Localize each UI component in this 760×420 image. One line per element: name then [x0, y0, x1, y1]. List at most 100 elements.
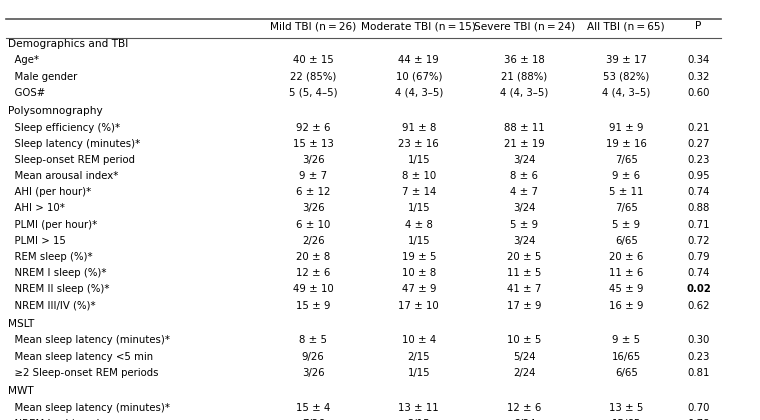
Text: 2/24: 2/24 [513, 368, 536, 378]
Text: 9 ± 6: 9 ± 6 [612, 171, 641, 181]
Text: 0.79: 0.79 [687, 252, 710, 262]
Text: 3/26: 3/26 [302, 155, 325, 165]
Text: 1/15: 1/15 [407, 236, 430, 246]
Text: Sleep latency (minutes)*: Sleep latency (minutes)* [8, 139, 140, 149]
Text: 40 ± 15: 40 ± 15 [293, 55, 334, 66]
Text: 15/65: 15/65 [612, 419, 641, 420]
Text: 17 ± 9: 17 ± 9 [507, 300, 542, 310]
Text: Mean sleep latency (minutes)*: Mean sleep latency (minutes)* [8, 335, 169, 345]
Text: 0.30: 0.30 [687, 335, 710, 345]
Text: 6/65: 6/65 [615, 236, 638, 246]
Text: 0.21: 0.21 [687, 123, 710, 133]
Text: 9 ± 7: 9 ± 7 [299, 171, 328, 181]
Text: Demographics and TBI: Demographics and TBI [8, 39, 128, 49]
Text: 10 (67%): 10 (67%) [395, 71, 442, 81]
Text: 1/15: 1/15 [407, 203, 430, 213]
Text: 23 ± 16: 23 ± 16 [398, 139, 439, 149]
Text: 0.27: 0.27 [687, 139, 710, 149]
Text: 91 ± 9: 91 ± 9 [609, 123, 644, 133]
Text: NREM I sleep (%)*: NREM I sleep (%)* [8, 268, 106, 278]
Text: 15 ± 13: 15 ± 13 [293, 139, 334, 149]
Text: 5 ± 9: 5 ± 9 [510, 220, 539, 230]
Text: 39 ± 17: 39 ± 17 [606, 55, 647, 66]
Text: 0.72: 0.72 [687, 236, 710, 246]
Text: All TBI (n = 65): All TBI (n = 65) [587, 21, 665, 32]
Text: 8 ± 10: 8 ± 10 [401, 171, 436, 181]
Text: 0.23: 0.23 [687, 155, 710, 165]
Text: 0.74: 0.74 [687, 268, 710, 278]
Text: 17 ± 10: 17 ± 10 [398, 300, 439, 310]
Text: 10 ± 4: 10 ± 4 [401, 335, 436, 345]
Text: 16/65: 16/65 [612, 352, 641, 362]
Text: MWT: MWT [8, 386, 33, 396]
Text: 7/26: 7/26 [302, 419, 325, 420]
Text: 11 ± 5: 11 ± 5 [507, 268, 542, 278]
Text: 5 ± 11: 5 ± 11 [609, 187, 644, 197]
Text: 5 (5, 4–5): 5 (5, 4–5) [289, 88, 337, 98]
Text: Mean arousal index*: Mean arousal index* [8, 171, 118, 181]
Text: 0.74: 0.74 [687, 187, 710, 197]
Text: 9/26: 9/26 [302, 352, 325, 362]
Text: 4 ± 7: 4 ± 7 [511, 187, 538, 197]
Text: 20 ± 8: 20 ± 8 [296, 252, 331, 262]
Text: 1/15: 1/15 [407, 368, 430, 378]
Text: 3/26: 3/26 [302, 203, 325, 213]
Text: 45 ± 9: 45 ± 9 [609, 284, 644, 294]
Text: 41 ± 7: 41 ± 7 [507, 284, 542, 294]
Text: 20 ± 5: 20 ± 5 [507, 252, 542, 262]
Text: 7 ± 14: 7 ± 14 [401, 187, 436, 197]
Text: 0.02: 0.02 [686, 284, 711, 294]
Text: 3/26: 3/26 [302, 368, 325, 378]
Text: ≥2 Sleep-onset REM periods: ≥2 Sleep-onset REM periods [8, 368, 158, 378]
Text: Male gender: Male gender [8, 71, 77, 81]
Text: MSLT: MSLT [8, 319, 34, 329]
Text: PLMI > 15: PLMI > 15 [8, 236, 65, 246]
Text: Sleep efficiency (%)*: Sleep efficiency (%)* [8, 123, 120, 133]
Text: NREM III/IV (%)*: NREM III/IV (%)* [8, 300, 95, 310]
Text: 15 ± 4: 15 ± 4 [296, 402, 331, 412]
Text: 3/24: 3/24 [513, 155, 536, 165]
Text: 15 ± 9: 15 ± 9 [296, 300, 331, 310]
Text: AHI (per hour)*: AHI (per hour)* [8, 187, 91, 197]
Text: 6 ± 10: 6 ± 10 [296, 220, 331, 230]
Text: Severe TBI (n = 24): Severe TBI (n = 24) [473, 21, 575, 32]
Text: 3/24: 3/24 [513, 236, 536, 246]
Text: AHI > 10*: AHI > 10* [8, 203, 65, 213]
Text: 12 ± 6: 12 ± 6 [296, 268, 331, 278]
Text: 1/15: 1/15 [407, 155, 430, 165]
Text: REM sleep (%)*: REM sleep (%)* [8, 252, 92, 262]
Text: 5 ± 9: 5 ± 9 [612, 220, 641, 230]
Text: 4 (4, 3–5): 4 (4, 3–5) [500, 88, 549, 98]
Text: 12 ± 6: 12 ± 6 [507, 402, 542, 412]
Text: 4 (4, 3–5): 4 (4, 3–5) [602, 88, 651, 98]
Text: 6 ± 12: 6 ± 12 [296, 187, 331, 197]
Text: 10 ± 8: 10 ± 8 [401, 268, 436, 278]
Text: 0.34: 0.34 [687, 55, 710, 66]
Text: 0.62: 0.62 [687, 300, 710, 310]
Text: 6/24: 6/24 [513, 419, 536, 420]
Text: 0.71: 0.71 [687, 220, 710, 230]
Text: 0.88: 0.88 [687, 203, 710, 213]
Text: 21 (88%): 21 (88%) [502, 71, 547, 81]
Text: 11 ± 6: 11 ± 6 [609, 268, 644, 278]
Text: 53 (82%): 53 (82%) [603, 71, 650, 81]
Text: 20 ± 6: 20 ± 6 [609, 252, 644, 262]
Text: Polysomnography: Polysomnography [8, 106, 103, 116]
Text: 8 ± 5: 8 ± 5 [299, 335, 327, 345]
Text: 19 ± 16: 19 ± 16 [606, 139, 647, 149]
Text: 16 ± 9: 16 ± 9 [609, 300, 644, 310]
Text: 0.23: 0.23 [687, 352, 710, 362]
Text: 7/65: 7/65 [615, 155, 638, 165]
Text: 13 ± 11: 13 ± 11 [398, 402, 439, 412]
Text: 4 ± 8: 4 ± 8 [405, 220, 432, 230]
Text: Mean sleep latency <5 min: Mean sleep latency <5 min [8, 352, 153, 362]
Text: Mean sleep latency (minutes)*: Mean sleep latency (minutes)* [8, 402, 169, 412]
Text: 0.60: 0.60 [687, 88, 710, 98]
Text: 7/65: 7/65 [615, 203, 638, 213]
Text: Mild TBI (n = 26): Mild TBI (n = 26) [270, 21, 356, 32]
Text: 44 ± 19: 44 ± 19 [398, 55, 439, 66]
Text: 2/26: 2/26 [302, 236, 325, 246]
Text: Moderate TBI (n = 15): Moderate TBI (n = 15) [361, 21, 477, 32]
Text: 0.32: 0.32 [687, 71, 710, 81]
Text: 4 (4, 3–5): 4 (4, 3–5) [394, 88, 443, 98]
